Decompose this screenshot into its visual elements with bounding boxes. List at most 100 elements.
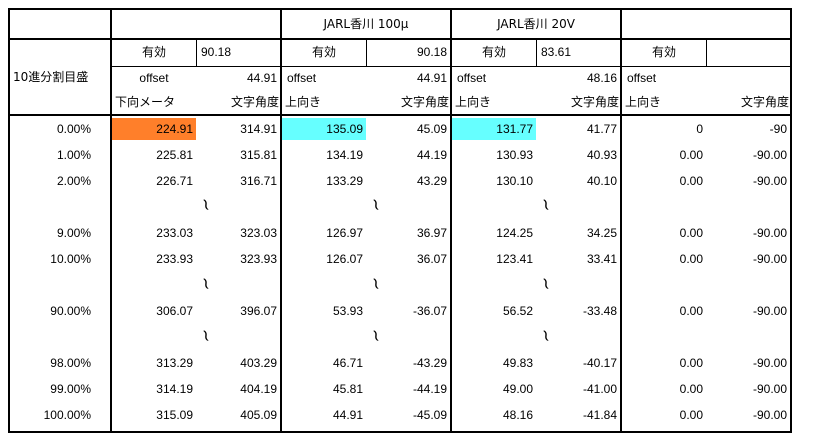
table-cell: -41.00 [582,382,617,396]
yuko-value-4 [708,41,790,63]
table-cell: 56.52 [502,304,533,318]
table-cell: 40.10 [586,174,617,188]
sub-header-5: 上向き [455,95,492,109]
offset-value-4 [706,67,790,89]
table-cell: 0.00 [679,382,703,396]
table-cell: 225.81 [156,148,193,162]
offset-label-1: offset [139,71,169,85]
table-cell: 405.09 [240,408,277,422]
table-cell: -45.09 [412,408,447,422]
row-percent: 10.00% [50,252,91,266]
offset-value-1: 44.91 [246,71,277,85]
table-cell: 226.71 [156,174,193,188]
table-cell: 34.25 [586,226,617,240]
table-cell: 43.29 [416,174,447,188]
table-cell: 323.93 [240,252,277,266]
table-cell: 124.25 [496,226,533,240]
table-cell: 130.10 [496,174,533,188]
table-cell: 403.29 [240,356,277,370]
table-cell: 53.93 [332,304,363,318]
table-cell: 49.00 [502,382,533,396]
table-cell: -44.19 [412,382,447,396]
sub-header-bottom [8,114,792,116]
table-cell: 315.09 [156,408,193,422]
sub-header-2: 文字角度 [230,95,279,109]
highlight-cyan-2 [452,118,536,140]
row-percent: 1.00% [56,148,91,162]
table-cell: 0.00 [679,252,703,266]
sub-header-6: 文字角度 [570,95,619,109]
yuko-label-4: 有効 [651,45,676,59]
table-cell: 0.00 [679,226,703,240]
table-cell: 123.41 [496,252,533,266]
table-cell: 233.93 [156,252,193,266]
table-cell: 36.07 [416,252,447,266]
table-cell: 233.03 [156,226,193,240]
yuko-value-2: 90.18 [416,45,447,59]
table-cell: -90.00 [752,408,787,422]
table-cell: 44.19 [416,148,447,162]
header-label-e [620,13,792,35]
table-cell: 0.00 [679,356,703,370]
table-cell: 33.41 [586,252,617,266]
offset-label-3: offset [457,71,487,85]
col-divider-2 [280,38,282,433]
offset-value-2: 44.91 [416,71,447,85]
table-body [8,38,792,433]
table-cell: 131.77 [496,122,533,136]
yuko-label-3: 有効 [481,45,506,59]
table-cell: -90.00 [752,304,787,318]
yuko-label-1: 有効 [141,45,166,59]
col-divider-1 [110,38,112,433]
table-cell: 0.00 [679,304,703,318]
spreadsheet: JARL香川 100μ JARL香川 20V 有効 90.18 有効 90.18… [8,8,792,433]
table-cell: -33.48 [582,304,617,318]
col-divider-3 [450,38,452,433]
table-cell: 316.71 [240,174,277,188]
table-cell: 126.07 [326,252,363,266]
table-cell: 40.93 [586,148,617,162]
table-cell: 41.77 [586,122,617,136]
row-percent: 90.00% [50,304,91,318]
table-cell: -90.00 [752,252,787,266]
table-cell: -90.00 [752,356,787,370]
table-cell: 36.97 [416,226,447,240]
table-cell: 0.00 [679,408,703,422]
sub-header-8: 文字角度 [740,95,789,109]
table-cell: 134.19 [326,148,363,162]
sub-header-3: 上向き [285,95,322,109]
table-cell: 133.29 [326,174,363,188]
table-cell: 323.03 [240,226,277,240]
table-cell: 0.00 [679,148,703,162]
table-cell: 45.09 [416,122,447,136]
table-cell: 315.81 [240,148,277,162]
table-cell: 313.29 [156,356,193,370]
table-cell: -90 [769,122,787,136]
highlight-orange [112,118,196,140]
offset-label-4: offset [627,71,657,85]
sub-header-1: 下向メータ [115,95,176,109]
table-cell: 46.71 [332,356,363,370]
header-label-a [8,13,112,35]
table-cell: 0 [696,122,703,136]
table-cell: 224.91 [156,122,193,136]
col-divider-4 [620,38,622,433]
table-cell: 314.19 [156,382,193,396]
highlight-cyan-1 [282,118,366,140]
yuko-value-3: 83.61 [541,45,572,59]
header-label-d: JARL香川 20V [497,17,575,31]
table-cell: 49.83 [502,356,533,370]
row-percent: 9.00% [56,226,91,240]
table-cell: 44.91 [332,408,363,422]
table-cell: 48.16 [502,408,533,422]
table-cell: -90.00 [752,174,787,188]
header-label-c: JARL香川 100μ [323,17,409,31]
yuko-value-1: 90.18 [201,45,232,59]
table-cell: 396.07 [240,304,277,318]
sub-header-7: 上向き [625,95,662,109]
table-cell: -90.00 [752,382,787,396]
table-cell: -90.00 [752,226,787,240]
table-cell: 404.19 [240,382,277,396]
table-cell: -43.29 [412,356,447,370]
row-percent: 0.00% [56,122,91,136]
